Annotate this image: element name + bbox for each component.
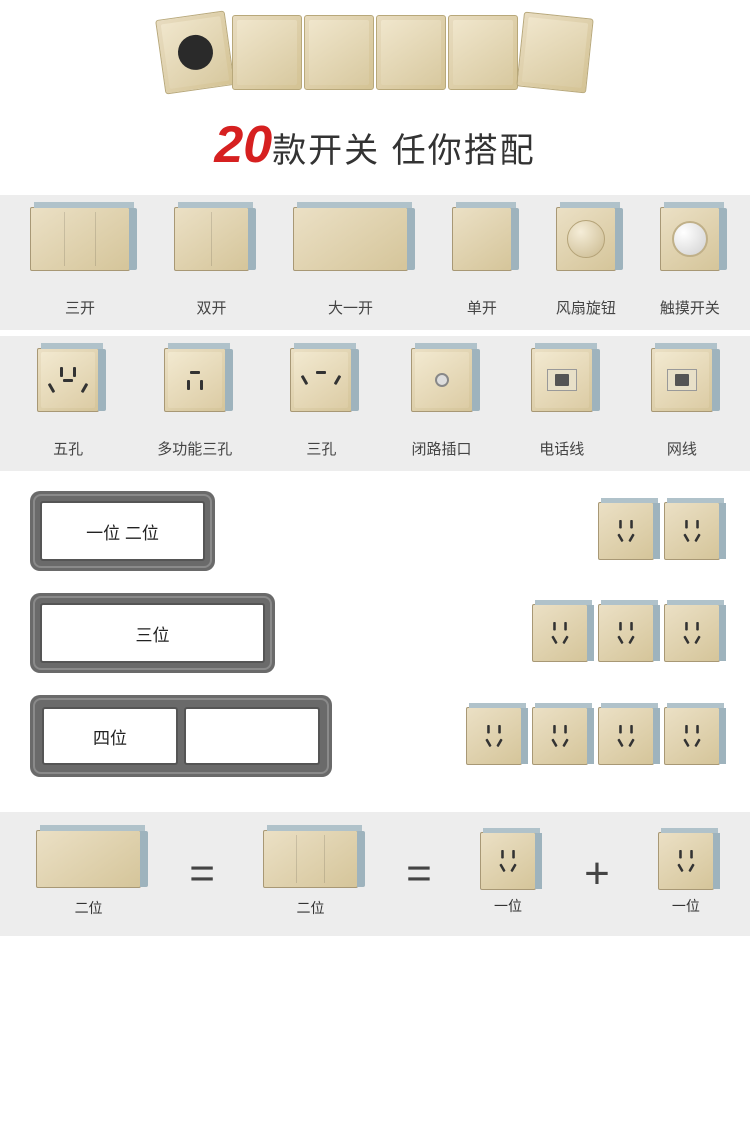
mini-socket: [532, 707, 588, 765]
touch-switch: 触摸开关: [660, 207, 720, 330]
frames-section: 一位 二位 三位 四位: [0, 471, 750, 787]
hero-tv: [448, 15, 518, 90]
mini-socket: [658, 832, 714, 890]
mini-socket: [664, 604, 720, 662]
eq-triple-switch: 二位: [263, 830, 358, 918]
label: 闭路插口: [412, 416, 472, 471]
sockets-section: 五孔 多功能三孔 三孔 闭路插口 电话线 网线: [0, 336, 750, 471]
socket-net: 网线: [651, 348, 713, 471]
label: 网线: [667, 416, 697, 471]
frame-2pos: 一位 二位: [30, 491, 215, 571]
mini-sockets-3: [532, 604, 720, 662]
equals-sign: =: [406, 849, 432, 899]
hero-touch: [155, 10, 235, 94]
mini-socket: [598, 502, 654, 560]
socket-5hole: 五孔: [37, 348, 99, 471]
mini-socket: [664, 707, 720, 765]
label: 电话线: [539, 416, 584, 471]
frame-4pos: 四位: [30, 695, 332, 777]
eq-socket-1: 一位: [480, 832, 536, 916]
plus-sign: +: [584, 849, 610, 899]
equals-sign: =: [189, 849, 215, 899]
label: 风扇旋钮: [556, 275, 616, 330]
label: 五孔: [53, 416, 83, 471]
label: 三孔: [306, 416, 336, 471]
fan-knob: 风扇旋钮: [556, 207, 616, 330]
switch-single: 单开: [452, 207, 512, 330]
title-number: 20: [214, 116, 272, 174]
frame-slot-empty: [184, 707, 320, 765]
switch-double: 双开: [174, 207, 249, 330]
mini-socket: [598, 707, 654, 765]
hero-modules: [0, 0, 750, 95]
label: 大一开: [328, 275, 373, 330]
label: 双开: [196, 275, 226, 330]
socket-tv: 闭路插口: [411, 348, 473, 471]
label: 单开: [467, 275, 497, 330]
mini-socket: [532, 604, 588, 662]
page-title: 20款开关 任你搭配: [0, 95, 750, 195]
switch-big: 大一开: [293, 207, 408, 330]
frame-label: 四位: [42, 707, 178, 765]
hero-double: [376, 15, 446, 90]
label: 多功能三孔: [157, 416, 232, 471]
switches-section: 三开 双开 大一开 单开 风扇旋钮 触摸开关: [0, 195, 750, 330]
eq-big-switch: 二位: [36, 830, 141, 918]
label: 三开: [65, 275, 95, 330]
mini-socket: [480, 832, 536, 890]
mini-sockets-2: [598, 502, 720, 560]
socket-3hole: 三孔: [290, 348, 352, 471]
frame-label: 三位: [40, 603, 265, 663]
frame-3pos: 三位: [30, 593, 275, 673]
socket-multi3: 多功能三孔: [157, 348, 232, 471]
equation-section: 二位 = 二位 = 一位 + 一位: [0, 812, 750, 936]
eq-label: 二位: [297, 898, 325, 918]
eq-socket-2: 一位: [658, 832, 714, 916]
socket-phone: 电话线: [531, 348, 593, 471]
hero-socket: [304, 15, 374, 90]
eq-label: 一位: [494, 896, 522, 916]
title-text: 款开关 任你搭配: [272, 132, 535, 170]
label: 触摸开关: [660, 275, 720, 330]
mini-socket: [664, 502, 720, 560]
mini-socket: [598, 604, 654, 662]
frame-label: 一位 二位: [40, 501, 205, 561]
eq-label: 二位: [75, 898, 103, 918]
mini-sockets-4: [466, 707, 720, 765]
eq-label: 一位: [672, 896, 700, 916]
hero-switch: [232, 15, 302, 90]
hero-net: [516, 12, 593, 94]
mini-socket: [466, 707, 522, 765]
switch-triple: 三开: [30, 207, 130, 330]
